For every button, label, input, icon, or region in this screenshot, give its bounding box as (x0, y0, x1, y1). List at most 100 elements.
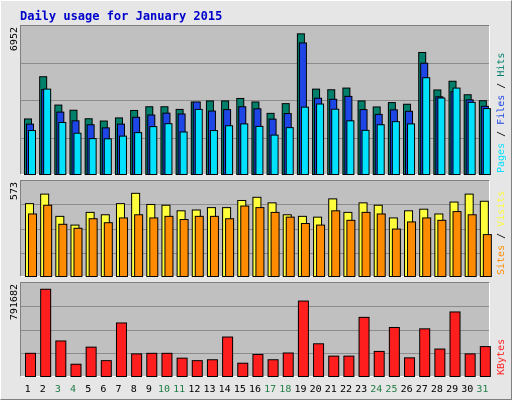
bar-pages-30 (467, 101, 476, 175)
x-tick-label-21: 21 (325, 384, 337, 395)
bar-kbytes-13 (206, 359, 218, 378)
bar-kbytes-25 (388, 326, 400, 377)
bar-kbytes-15 (237, 362, 249, 378)
bar-kbytes-23 (358, 316, 370, 377)
plot-panel-shadow (20, 25, 490, 175)
bar-sites-14 (225, 218, 235, 277)
bar-sites-18 (285, 216, 295, 277)
bar-sites-23 (361, 211, 371, 278)
bar-pages-29 (452, 87, 461, 175)
bar-sites-22 (346, 219, 356, 277)
legend-pages-files-hits: Pages / Files / Hits (496, 53, 507, 173)
bar-kbytes-22 (343, 355, 355, 377)
bar-pages-18 (285, 127, 294, 176)
x-tick-label-12: 12 (188, 384, 200, 395)
bar-pages-31 (482, 108, 491, 175)
chart-title: Daily usage for January 2015 (20, 9, 222, 23)
x-tick-label-26: 26 (401, 384, 413, 395)
bar-sites-3 (58, 223, 68, 278)
bar-kbytes-5 (85, 346, 97, 378)
bar-sites-29 (452, 211, 462, 277)
bar-kbytes-17 (267, 359, 279, 378)
bar-sites-2 (43, 204, 53, 277)
bar-sites-6 (103, 222, 113, 278)
bar-sites-9 (149, 217, 159, 277)
bar-pages-13 (209, 130, 218, 176)
x-tick-label-2: 2 (40, 384, 46, 395)
bar-pages-8 (134, 132, 143, 175)
bar-pages-21 (331, 108, 340, 175)
x-tick-label-31: 31 (476, 384, 488, 395)
bar-sites-12 (194, 215, 204, 277)
bar-pages-14 (225, 125, 234, 176)
bar-kbytes-6 (100, 360, 112, 378)
bar-kbytes-20 (313, 343, 325, 377)
y-max-label-panel-3: 791682 (9, 284, 20, 320)
x-tick-label-19: 19 (294, 384, 306, 395)
bar-sites-25 (391, 228, 401, 277)
x-tick-label-4: 4 (70, 384, 76, 395)
bar-sites-15 (240, 205, 250, 277)
bar-sites-8 (134, 214, 144, 278)
bar-kbytes-7 (115, 322, 127, 377)
bar-kbytes-16 (252, 353, 264, 378)
x-tick-label-5: 5 (85, 384, 91, 395)
bar-pages-16 (255, 125, 264, 175)
bar-pages-23 (361, 129, 370, 175)
bar-kbytes-27 (419, 328, 431, 378)
x-tick-label-10: 10 (158, 384, 170, 395)
x-tick-label-14: 14 (219, 384, 231, 395)
x-tick-label-29: 29 (446, 384, 458, 395)
bar-pages-2 (43, 88, 52, 175)
bar-kbytes-1 (25, 352, 36, 378)
x-tick-label-23: 23 (355, 384, 367, 395)
bar-pages-11 (179, 131, 188, 175)
bar-pages-26 (407, 123, 416, 175)
legend-sites-visits: Sites / Visits (496, 191, 507, 275)
bar-pages-5 (88, 138, 97, 175)
bar-kbytes-3 (55, 340, 67, 377)
bar-kbytes-18 (282, 352, 294, 377)
x-tick-label-6: 6 (100, 384, 106, 395)
bar-sites-27 (422, 217, 432, 277)
bar-pages-4 (73, 132, 82, 176)
x-tick-label-8: 8 (131, 384, 137, 395)
bar-sites-24 (376, 213, 386, 278)
x-tick-label-16: 16 (249, 384, 261, 395)
bar-sites-20 (316, 224, 326, 278)
bar-sites-28 (437, 219, 447, 277)
x-tick-label-25: 25 (385, 384, 397, 395)
bar-kbytes-2 (40, 288, 52, 378)
x-tick-label-17: 17 (264, 384, 276, 395)
x-tick-label-13: 13 (203, 384, 215, 395)
x-tick-label-9: 9 (146, 384, 152, 395)
bar-sites-5 (88, 218, 98, 277)
bar-kbytes-30 (464, 353, 476, 377)
x-tick-label-27: 27 (416, 384, 428, 395)
bar-pages-10 (164, 123, 173, 175)
bar-pages-24 (376, 124, 385, 175)
y-max-label-panel-1: 6952 (9, 27, 20, 51)
x-tick-label-1: 1 (25, 384, 31, 395)
bar-pages-12 (194, 108, 203, 175)
bar-pages-3 (58, 121, 67, 175)
bar-kbytes-8 (131, 353, 143, 377)
bar-pages-7 (118, 135, 127, 176)
bar-pages-17 (270, 134, 279, 176)
bar-sites-7 (118, 217, 128, 277)
bar-kbytes-21 (328, 355, 340, 377)
x-tick-label-3: 3 (55, 384, 61, 395)
bar-pages-22 (346, 120, 355, 175)
bar-sites-30 (467, 214, 477, 278)
bar-sites-17 (270, 211, 280, 278)
x-tick-label-24: 24 (370, 384, 382, 395)
bar-sites-1 (28, 213, 37, 278)
bar-pages-20 (316, 103, 325, 175)
bar-kbytes-4 (70, 363, 82, 377)
bar-kbytes-19 (297, 300, 309, 378)
bar-kbytes-9 (146, 352, 158, 378)
bar-pages-19 (300, 106, 309, 175)
